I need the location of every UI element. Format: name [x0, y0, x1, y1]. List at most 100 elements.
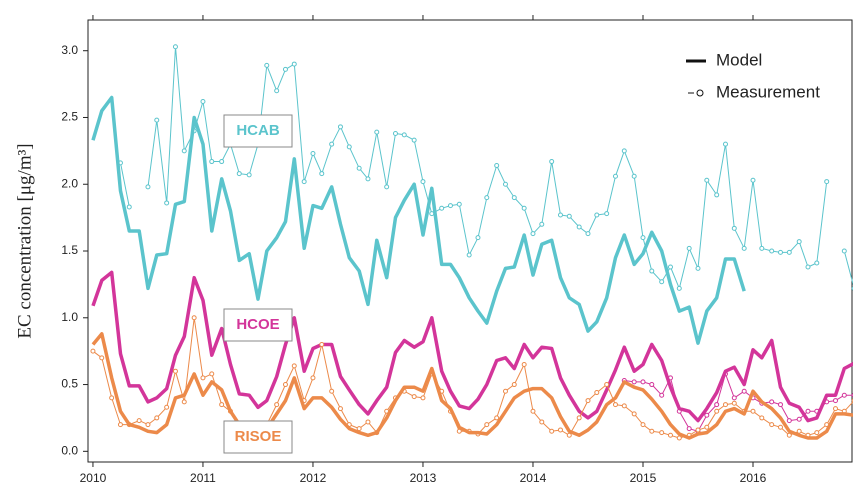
measurement-point [704, 424, 710, 430]
measurement-point [264, 62, 270, 68]
measurement-point [841, 248, 847, 254]
measurement-point [530, 408, 536, 414]
x-tick-label: 2010 [80, 471, 107, 485]
measurement-point [722, 402, 728, 408]
measurement-point [392, 131, 398, 137]
measurement-point [310, 375, 316, 381]
legend-swatch [696, 89, 704, 97]
measurement-point [209, 159, 215, 165]
measurement-point [566, 432, 572, 438]
measurement-point [631, 173, 637, 179]
measurement-point [621, 403, 627, 409]
measurement-point [99, 355, 105, 361]
model-line [91, 95, 746, 345]
measurement-point [759, 245, 765, 251]
measurement-point [640, 379, 646, 385]
measurement-point [676, 435, 682, 441]
measurement-point [319, 171, 325, 177]
measurement-point [356, 426, 362, 432]
measurement-point [576, 415, 582, 421]
measurement-point [557, 427, 563, 433]
measurement-point [777, 249, 783, 255]
measurement-point [484, 422, 490, 428]
measurement-point [337, 124, 343, 130]
measurement-point [841, 392, 847, 398]
x-tick-label: 2013 [410, 471, 437, 485]
measurement-point [511, 195, 517, 201]
measurement-point [365, 176, 371, 182]
measurement-point [549, 159, 555, 165]
measurement-point [365, 419, 371, 425]
measurement-point [659, 279, 665, 285]
measurement-point [814, 260, 820, 266]
measurement-point [456, 428, 462, 434]
measurement-point [631, 379, 637, 385]
measurement-point [521, 362, 527, 368]
measurement-point [769, 399, 775, 405]
y-tick-label: 0.0 [61, 443, 78, 457]
measurement-point [769, 422, 775, 428]
measurement-point [667, 432, 673, 438]
measurement-point [145, 422, 151, 428]
measurement-point [786, 249, 792, 255]
measurement-point [191, 315, 197, 321]
measurement-point [741, 245, 747, 251]
measurement-point [640, 235, 646, 241]
measurement-point [777, 402, 783, 408]
measurement-point [805, 264, 811, 270]
measurement-point [282, 66, 288, 72]
measurement-point [832, 398, 838, 404]
measurement-point [291, 363, 297, 369]
measurement-point [566, 213, 572, 219]
measurement-point [310, 151, 316, 157]
measurement-point [750, 177, 756, 183]
measurement-point [714, 192, 720, 198]
measurement-point [676, 285, 682, 291]
measurement-point [200, 375, 206, 381]
measurement-point [824, 179, 830, 185]
measurement-point [145, 184, 151, 190]
measurement-point [466, 252, 472, 258]
measurement-point [539, 419, 545, 425]
measurement-point [796, 416, 802, 422]
measurement-point [585, 231, 591, 237]
measurement-point [594, 212, 600, 218]
measurement-point [502, 388, 508, 394]
measurement-point [631, 411, 637, 417]
measurement-point [494, 415, 500, 421]
site-label: RISOE [235, 428, 282, 445]
site-label: HCOE [236, 316, 279, 333]
measurement-point [714, 402, 720, 408]
measurement-point [181, 399, 187, 405]
measurement-point [659, 430, 665, 436]
measurement-point [475, 235, 481, 241]
measurement-point [420, 395, 426, 401]
measurement-point [172, 368, 178, 374]
y-axis-title: EC concentration [μg/m³] [14, 143, 35, 338]
measurement-point [219, 159, 225, 165]
measurement-point [117, 422, 123, 428]
measurement-point [291, 61, 297, 67]
measurement-point [549, 428, 555, 434]
model-line [91, 332, 853, 440]
measurement-point [759, 415, 765, 421]
measurement-point [786, 432, 792, 438]
measurement-point [649, 382, 655, 388]
x-tick-label: 2012 [300, 471, 327, 485]
measurement-point [411, 137, 417, 143]
x-tick-label: 2014 [520, 471, 547, 485]
measurement-point [209, 371, 215, 377]
measurement-point [200, 98, 206, 104]
measurement-point [585, 398, 591, 404]
measurement-point [814, 430, 820, 436]
measurement-point [164, 404, 170, 410]
measurement-point [557, 212, 563, 218]
y-tick-label: 2.5 [61, 110, 78, 124]
measurement-point [731, 225, 737, 231]
measurement-point [530, 231, 536, 237]
measurement-point [420, 179, 426, 185]
measurement-point [456, 201, 462, 207]
measurement-point [329, 388, 335, 394]
measurement-point [401, 132, 407, 138]
measurement-point [704, 412, 710, 418]
